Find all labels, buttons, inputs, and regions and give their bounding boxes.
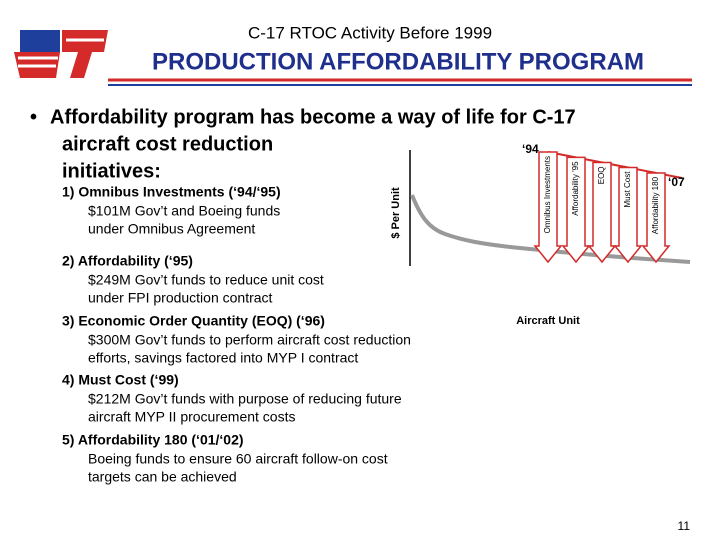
arrow-label: Omnibus Investments <box>543 156 552 233</box>
arrow <box>613 166 643 264</box>
item-line: efforts, savings factored into MYP I con… <box>88 350 358 366</box>
bullet-line: aircraft cost reduction <box>62 133 273 155</box>
item-line: $249M Gov’t funds to reduce unit cost <box>88 272 324 288</box>
body: Affordability program has become a way o… <box>50 106 576 484</box>
item-title: 2) Affordability (‘95) <box>62 253 193 269</box>
arrow <box>561 156 591 264</box>
item-line: targets can be achieved <box>88 469 237 485</box>
arrow <box>533 151 563 264</box>
arrow <box>587 161 617 264</box>
item-line: aircraft MYP II procurement costs <box>88 409 295 425</box>
item-line: $101M Gov’t and Boeing funds <box>88 203 280 219</box>
item-line: under Omnibus Agreement <box>88 221 255 237</box>
arrow-label: EOQ <box>597 166 606 184</box>
diagram: $ Per Unit Aircraft Unit ‘94 ‘07 Omnibus Inv… <box>390 142 691 327</box>
arrow-label: Must Cost <box>623 171 632 208</box>
cost-curve <box>410 194 691 264</box>
item-title: 3) Economic Order Quantity (EOQ) (‘96) <box>62 313 325 329</box>
item-title: 4) Must Cost (‘99) <box>62 372 179 388</box>
bullet-dot: • <box>30 106 37 128</box>
page-number: 11 <box>678 519 691 533</box>
end-label: ‘07 <box>668 175 685 189</box>
y-axis-label: $ Per Unit <box>390 187 402 239</box>
item-line: under FPI production contract <box>88 290 273 306</box>
item-title: 5) Affordability 180 (‘01/‘02) <box>62 432 244 448</box>
item-line: $300M Gov’t funds to perform aircraft co… <box>88 332 411 348</box>
logo <box>14 30 108 78</box>
arrow-label: Affordability '95 <box>571 161 580 216</box>
item-line: $212M Gov’t funds with purpose of reduci… <box>88 391 402 407</box>
item-line: Boeing funds to ensure 60 aircraft follo… <box>88 451 388 467</box>
item-title: 1) Omnibus Investments (‘94/‘95) <box>62 184 281 200</box>
arrow-label: Affordability 180 <box>651 176 660 234</box>
bullet-line: Affordability program has become a way o… <box>50 106 576 128</box>
arrow <box>641 172 671 264</box>
x-axis-label: Aircraft Unit <box>516 315 580 327</box>
slide-title: C-17 RTOC Activity Before 1999 <box>248 23 492 42</box>
slide-subtitle: PRODUCTION AFFORDABILITY PROGRAM <box>152 48 644 75</box>
start-label: ‘94 <box>522 142 539 156</box>
bullet-line: initiatives: <box>62 160 161 182</box>
